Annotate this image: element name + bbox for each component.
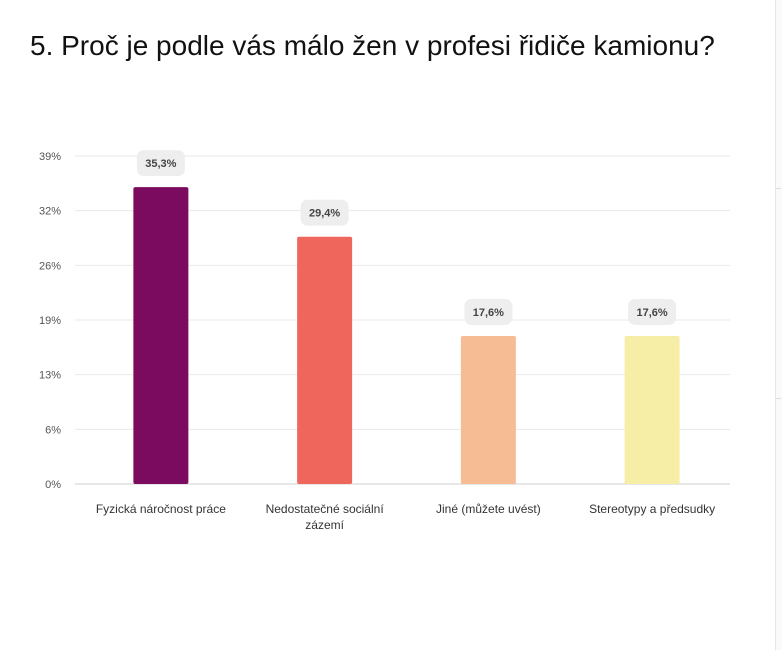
bar[interactable] <box>460 335 516 484</box>
page-title: 5. Proč je podle vás málo žen v profesi … <box>30 30 715 61</box>
y-tick-label: 32% <box>39 206 61 218</box>
bar[interactable] <box>624 335 680 484</box>
y-axis-ticks: 0% 6% 13% 19% 26% 32% 39% <box>39 151 61 491</box>
bar[interactable] <box>297 236 353 484</box>
data-labels: 35,3% 29,4% 17,6% 17,6% <box>136 150 677 325</box>
y-tick-label: 13% <box>39 370 61 382</box>
y-tick-label: 6% <box>45 424 61 436</box>
scrollbar-track[interactable] <box>775 0 782 650</box>
y-tick-label: 19% <box>39 315 61 327</box>
data-label-background <box>300 199 349 226</box>
data-label-background <box>464 298 513 325</box>
data-label-background <box>136 150 185 177</box>
bar[interactable] <box>133 187 189 484</box>
data-label-background <box>628 298 677 325</box>
x-tick-label: Stereotypy a předsudky <box>589 502 715 516</box>
x-tick-label: Jiné (můžete uvést) <box>436 502 541 516</box>
x-tick-label: Nedostatečné sociální <box>266 502 385 516</box>
x-tick-label: Fyzická náročnost práce <box>96 502 226 516</box>
y-tick-label: 39% <box>39 151 61 163</box>
data-label: 17,6% <box>637 307 668 319</box>
x-tick-label: zázemí <box>305 518 344 532</box>
x-axis-labels: Fyzická náročnost práce Nedostatečné soci… <box>96 502 715 532</box>
data-label: 35,3% <box>145 158 176 170</box>
bars <box>133 187 680 484</box>
y-tick-label: 0% <box>45 479 61 491</box>
y-tick-label: 26% <box>39 260 61 272</box>
data-label: 29,4% <box>309 208 340 220</box>
data-label: 17,6% <box>473 307 504 319</box>
